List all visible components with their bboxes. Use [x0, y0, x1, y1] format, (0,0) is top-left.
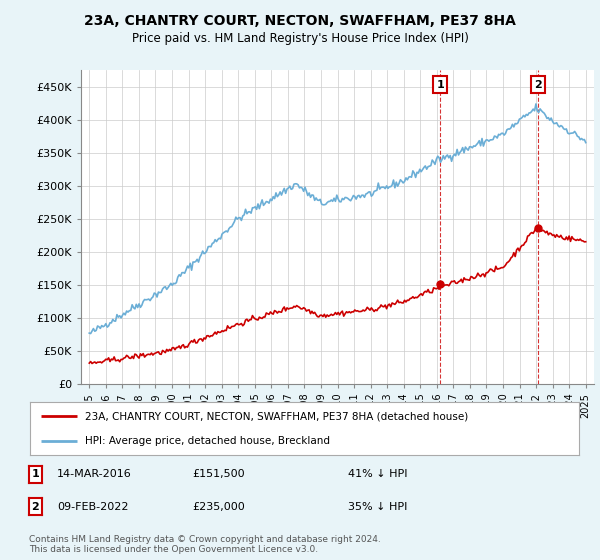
Text: 2: 2 [534, 80, 542, 90]
Text: 1: 1 [32, 469, 39, 479]
Text: 2: 2 [32, 502, 39, 512]
Text: HPI: Average price, detached house, Breckland: HPI: Average price, detached house, Brec… [85, 436, 330, 446]
Text: 1: 1 [436, 80, 444, 90]
Text: Contains HM Land Registry data © Crown copyright and database right 2024.
This d: Contains HM Land Registry data © Crown c… [29, 535, 380, 554]
Text: £235,000: £235,000 [192, 502, 245, 512]
Text: Price paid vs. HM Land Registry's House Price Index (HPI): Price paid vs. HM Land Registry's House … [131, 32, 469, 45]
Text: 41% ↓ HPI: 41% ↓ HPI [348, 469, 407, 479]
Text: 23A, CHANTRY COURT, NECTON, SWAFFHAM, PE37 8HA: 23A, CHANTRY COURT, NECTON, SWAFFHAM, PE… [84, 14, 516, 28]
Text: 09-FEB-2022: 09-FEB-2022 [57, 502, 128, 512]
Text: £151,500: £151,500 [192, 469, 245, 479]
Text: 14-MAR-2016: 14-MAR-2016 [57, 469, 132, 479]
Text: 35% ↓ HPI: 35% ↓ HPI [348, 502, 407, 512]
Text: 23A, CHANTRY COURT, NECTON, SWAFFHAM, PE37 8HA (detached house): 23A, CHANTRY COURT, NECTON, SWAFFHAM, PE… [85, 412, 468, 422]
